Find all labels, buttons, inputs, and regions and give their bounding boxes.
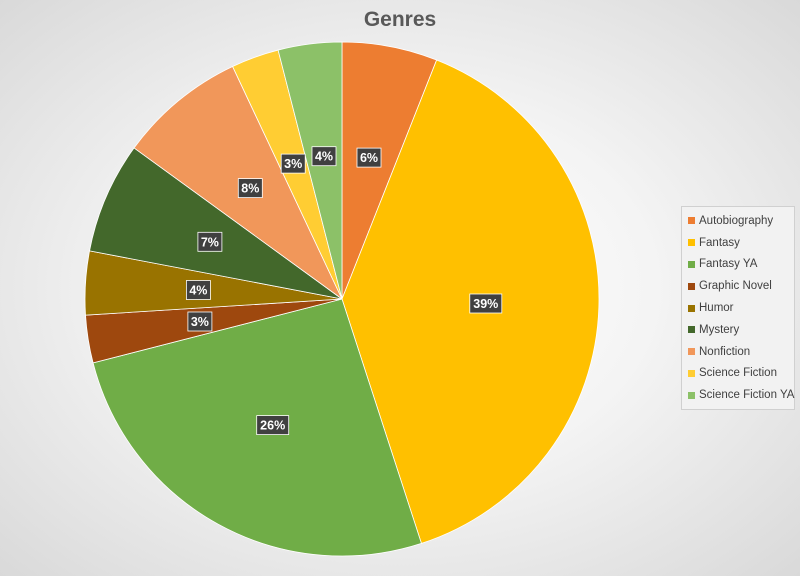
data-label-science-fiction: 3%	[280, 153, 306, 174]
data-label-fantasy-ya: 26%	[256, 415, 290, 436]
legend-swatch	[688, 260, 695, 268]
legend-label: Humor	[699, 302, 734, 315]
legend-label: Fantasy YA	[699, 258, 758, 271]
svg-text:8%: 8%	[241, 182, 259, 196]
legend-swatch	[688, 369, 695, 377]
legend-swatch	[688, 391, 695, 399]
data-label-graphic-novel: 3%	[187, 311, 213, 332]
legend-item-autobiography: Autobiography	[688, 210, 790, 232]
chart-title: Genres	[363, 8, 437, 31]
legend-item-science-fiction-ya: Science Fiction YA	[688, 384, 794, 406]
svg-text:3%: 3%	[191, 315, 209, 329]
legend-item-fantasy-ya: Fantasy YA	[688, 254, 790, 276]
legend-item-nonfiction: Nonfiction	[688, 341, 790, 363]
data-label-autobiography: 6%	[356, 147, 382, 168]
legend-label: Autobiography	[699, 214, 774, 227]
legend-label: Science Fiction YA	[699, 389, 795, 402]
legend: Autobiography Fantasy Fantasy YA Graphic No…	[681, 206, 795, 411]
svg-text:3%: 3%	[284, 157, 302, 171]
legend-swatch	[688, 217, 695, 225]
data-label-science-fiction-ya: 4%	[311, 146, 337, 167]
legend-label: Fantasy	[699, 236, 740, 249]
legend-swatch	[688, 282, 695, 290]
legend-item-humor: Humor	[688, 297, 790, 319]
legend-label: Science Fiction	[699, 367, 777, 380]
data-label-mystery: 7%	[197, 231, 223, 252]
legend-swatch	[688, 239, 695, 247]
legend-item-graphic-novel: Graphic Novel	[688, 275, 790, 297]
legend-label: Graphic Novel	[699, 280, 772, 293]
legend-item-science-fiction: Science Fiction	[688, 363, 790, 385]
data-label-humor: 4%	[185, 280, 211, 300]
svg-text:7%: 7%	[201, 235, 219, 249]
svg-text:39%: 39%	[473, 297, 498, 311]
data-label-fantasy: 39%	[469, 293, 503, 314]
legend-swatch	[688, 304, 695, 312]
pie-slice-science-fiction-ya	[277, 41, 343, 300]
svg-text:26%: 26%	[260, 419, 285, 433]
legend-label: Mystery	[699, 323, 740, 336]
data-label-nonfiction: 8%	[237, 178, 263, 199]
legend-label: Nonfiction	[699, 345, 751, 358]
svg-text:6%: 6%	[360, 151, 378, 165]
svg-text:4%: 4%	[315, 150, 333, 164]
legend-swatch	[688, 326, 695, 334]
legend-swatch	[688, 348, 695, 356]
legend-item-fantasy: Fantasy	[688, 232, 790, 254]
svg-text:4%: 4%	[189, 284, 207, 298]
pie-slice-mystery	[89, 147, 343, 300]
legend-item-mystery: Mystery	[688, 319, 790, 341]
